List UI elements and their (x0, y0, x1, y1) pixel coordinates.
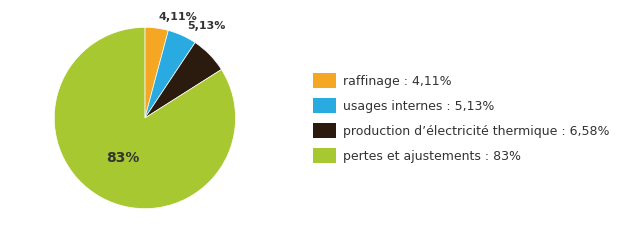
Wedge shape (145, 42, 221, 118)
Wedge shape (145, 30, 195, 118)
Text: 83%: 83% (106, 151, 140, 165)
Wedge shape (54, 27, 236, 209)
Text: 4,11%: 4,11% (158, 12, 197, 22)
Text: 5,13%: 5,13% (186, 21, 225, 30)
Wedge shape (145, 27, 168, 118)
Text: 6,58%: 6,58% (217, 42, 256, 52)
Legend: raffinage : 4,11%, usages internes : 5,13%, production d’électricité thermique :: raffinage : 4,11%, usages internes : 5,1… (313, 73, 610, 163)
